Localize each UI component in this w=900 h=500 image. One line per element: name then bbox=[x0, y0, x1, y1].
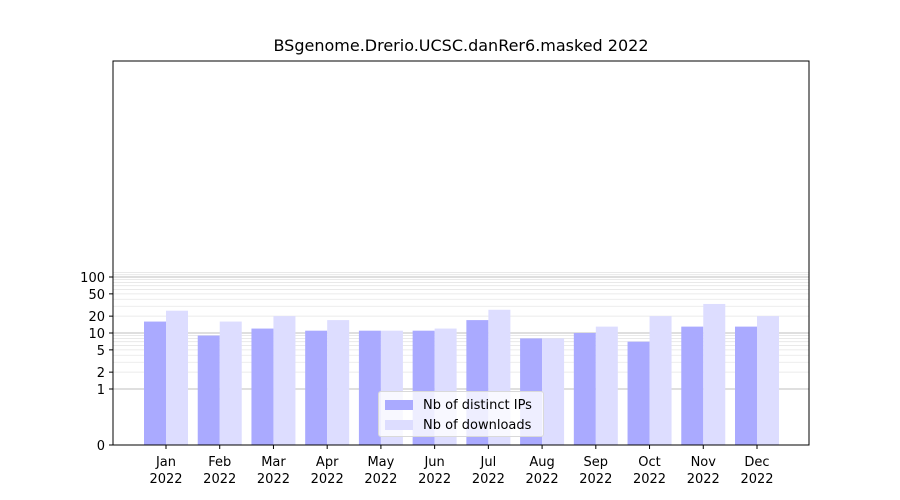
y-tick-label: 100 bbox=[80, 271, 105, 286]
x-tick-label-month: Apr bbox=[316, 455, 339, 470]
legend: Nb of distinct IPs Nb of downloads bbox=[378, 391, 544, 437]
y-tick-label: 50 bbox=[88, 288, 105, 303]
bar-downloads bbox=[595, 326, 618, 445]
bar-downloads bbox=[703, 303, 726, 445]
x-tick-label-year: 2022 bbox=[149, 472, 182, 487]
bar-downloads bbox=[219, 321, 242, 445]
legend-swatch-ips bbox=[385, 400, 413, 410]
y-tick-label: 10 bbox=[88, 327, 105, 342]
bar-ips bbox=[681, 326, 704, 445]
bar-ips bbox=[305, 330, 328, 445]
x-tick-label-month: Jan bbox=[155, 455, 176, 470]
x-axis-ticks: Jan 2022 Feb 2022 Mar 2022 Apr 2022 May 2022 Jun 20… bbox=[149, 445, 774, 487]
legend-item-downloads: Nb of downloads bbox=[385, 415, 531, 435]
x-tick-label-month: Dec bbox=[744, 455, 769, 470]
y-tick-label: 1 bbox=[97, 383, 105, 398]
legend-item-ips: Nb of distinct IPs bbox=[385, 395, 532, 415]
bar-downloads bbox=[166, 310, 188, 445]
y-tick-label: 5 bbox=[97, 344, 105, 359]
y-tick-label: 20 bbox=[88, 310, 105, 325]
y-axis-ticks: 0 1 2 5 10 20 50 100 bbox=[80, 271, 113, 454]
x-tick-label-year: 2022 bbox=[633, 472, 666, 487]
x-tick-label-year: 2022 bbox=[364, 472, 397, 487]
x-tick-label-year: 2022 bbox=[579, 472, 612, 487]
x-tick-label-year: 2022 bbox=[526, 472, 559, 487]
chart-title: BSgenome.Drerio.UCSC.danRer6.masked 2022 bbox=[273, 36, 648, 55]
legend-swatch-downloads bbox=[385, 420, 413, 430]
x-tick-label-year: 2022 bbox=[203, 472, 236, 487]
x-tick-label-month: Aug bbox=[529, 455, 554, 470]
x-tick-label-month: Nov bbox=[691, 455, 717, 470]
bar-ips bbox=[358, 330, 381, 445]
bar-downloads bbox=[542, 338, 565, 445]
y-tick-label: 2 bbox=[97, 366, 105, 381]
bar-ips bbox=[573, 333, 596, 445]
legend-label-downloads: Nb of downloads bbox=[423, 417, 532, 433]
x-tick-label-year: 2022 bbox=[687, 472, 720, 487]
bar-ips bbox=[197, 335, 220, 445]
x-tick-label-year: 2022 bbox=[418, 472, 451, 487]
x-tick-label-year: 2022 bbox=[311, 472, 344, 487]
x-tick-label-month: Oct bbox=[638, 455, 660, 470]
x-tick-label-month: May bbox=[367, 455, 394, 470]
y-tick-label: 0 bbox=[97, 439, 105, 454]
x-tick-label-month: Jun bbox=[423, 455, 444, 470]
x-tick-label-year: 2022 bbox=[740, 472, 773, 487]
bar-ips bbox=[627, 341, 650, 445]
x-tick-label-month: Mar bbox=[261, 455, 286, 470]
bar-ips bbox=[251, 328, 274, 445]
bar-ips bbox=[735, 326, 757, 445]
x-tick-label-month: Jul bbox=[480, 455, 497, 470]
plot-frame bbox=[112, 60, 810, 446]
bar-downloads bbox=[757, 316, 779, 445]
x-tick-label-month: Feb bbox=[208, 455, 231, 470]
x-tick-label-year: 2022 bbox=[472, 472, 505, 487]
bar-downloads bbox=[273, 316, 296, 445]
x-tick-label-year: 2022 bbox=[257, 472, 290, 487]
bar-ips bbox=[144, 321, 166, 445]
legend-label-ips: Nb of distinct IPs bbox=[423, 397, 532, 413]
bar-downloads bbox=[649, 316, 672, 445]
bar-downloads bbox=[327, 320, 350, 445]
axes bbox=[112, 60, 810, 446]
x-tick-label-month: Sep bbox=[584, 455, 609, 470]
